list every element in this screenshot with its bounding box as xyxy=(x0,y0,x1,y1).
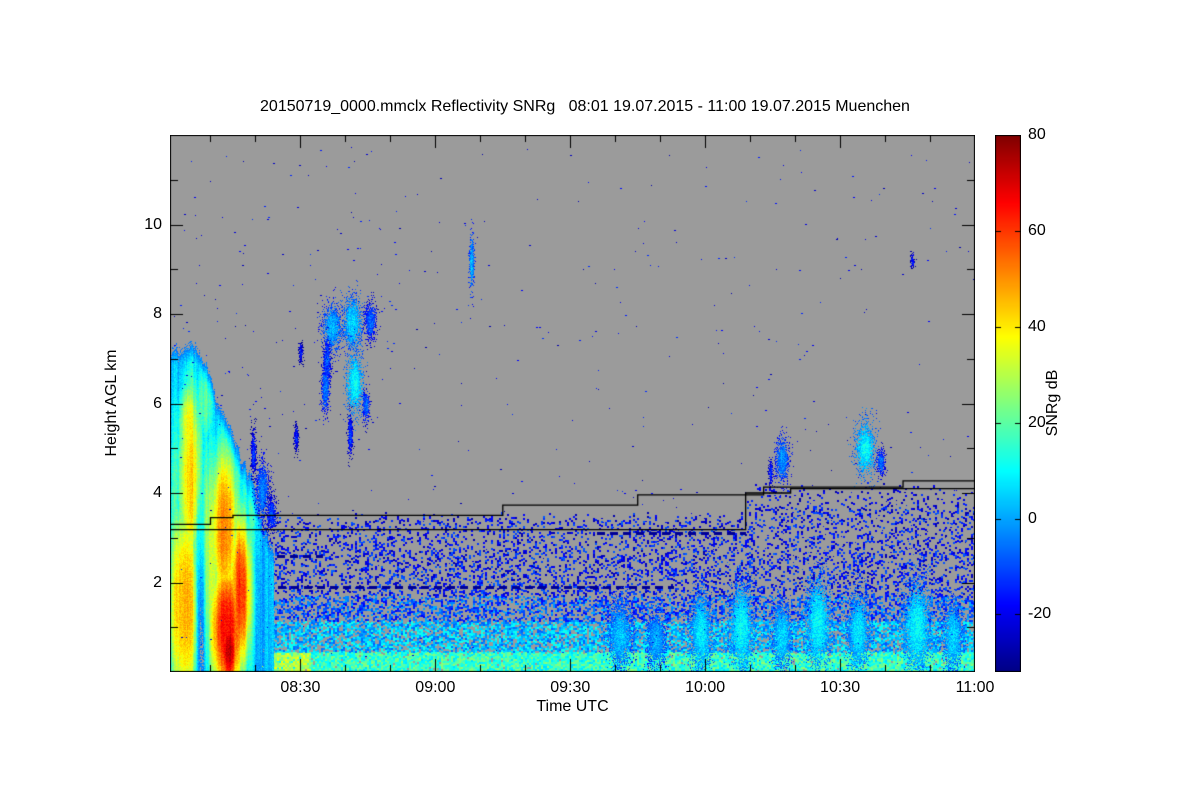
x-tick-label: 09:30 xyxy=(550,679,591,696)
x-tick-label: 10:30 xyxy=(820,679,861,696)
colorbar-tick-label: 80 xyxy=(1028,126,1046,143)
heatmap-plot-canvas xyxy=(170,135,975,672)
x-tick-label: 08:30 xyxy=(280,679,321,696)
x-tick-label: 09:00 xyxy=(415,679,456,696)
y-tick-label: 4 xyxy=(153,484,162,501)
colorbar-tick-label: 60 xyxy=(1028,221,1046,239)
colorbar-tick-label: 0 xyxy=(1028,509,1037,527)
chart-title: 20150719_0000.mmclx Reflectivity SNRg 08… xyxy=(260,98,910,115)
colorbar-canvas xyxy=(995,135,1021,672)
x-tick-label: 10:00 xyxy=(685,679,726,696)
y-tick-label: 6 xyxy=(153,394,162,412)
colorbar-tick-label: 40 xyxy=(1028,317,1046,335)
colorbar-tick-label: 20 xyxy=(1028,413,1046,431)
x-tick-label: 11:00 xyxy=(955,679,995,696)
x-axis-label: Time UTC xyxy=(536,698,609,715)
colorbar-tick-label: -20 xyxy=(1028,605,1052,623)
y-tick-label: 2 xyxy=(153,573,162,591)
y-tick-label: 8 xyxy=(153,305,162,322)
y-tick-label: 10 xyxy=(144,215,162,233)
